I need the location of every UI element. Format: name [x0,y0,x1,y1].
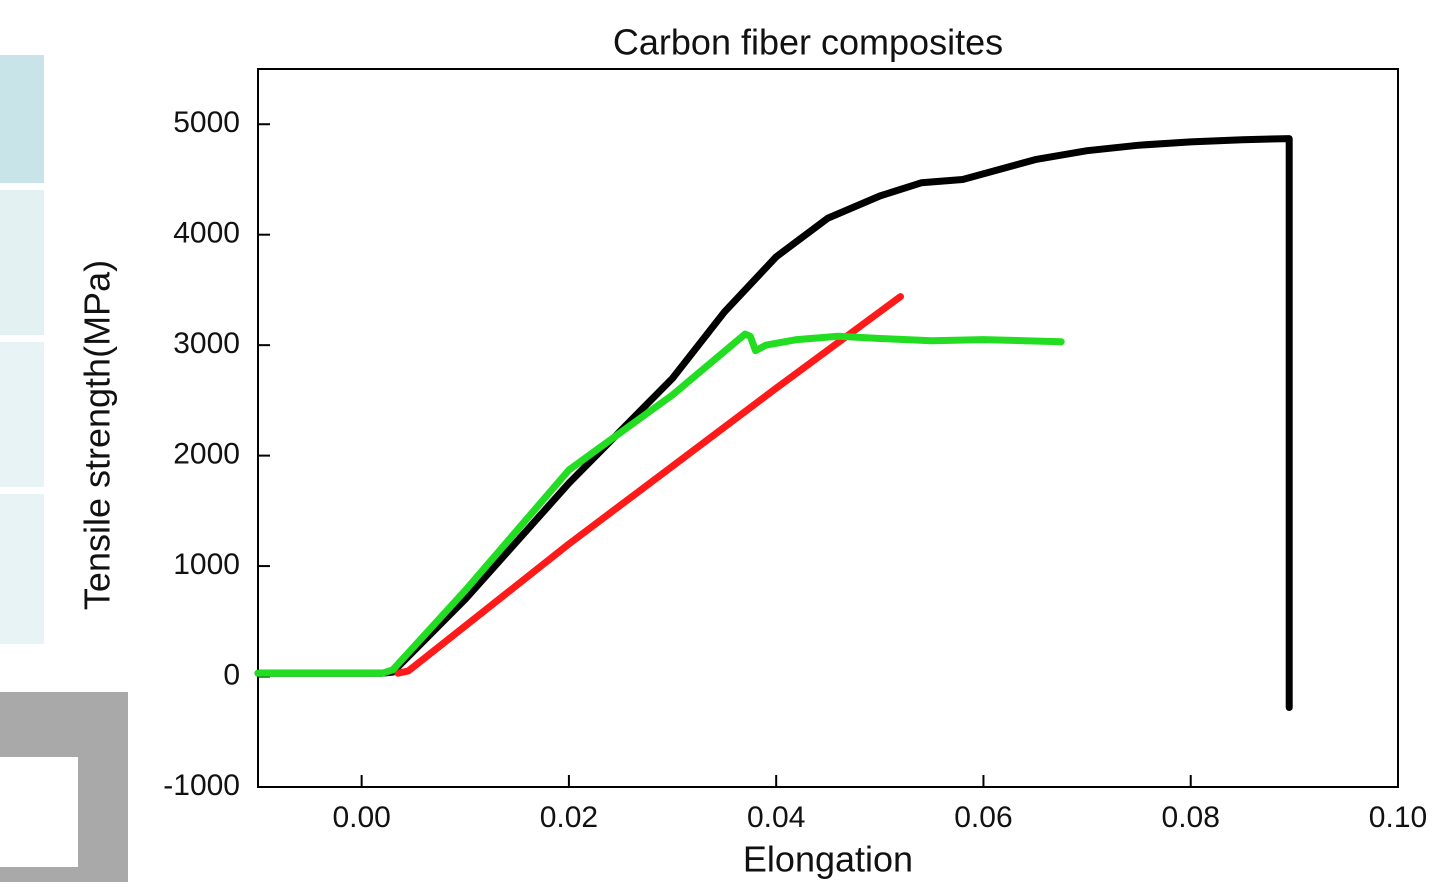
y-tick-label: 0 [223,658,240,691]
data-line [394,293,904,677]
x-tick-label: 0.06 [954,801,1012,834]
y-axis-label: Tensile strength(MPa) [77,260,118,610]
y-tick-label: 1000 [173,548,240,581]
x-axis-label: Elongation [743,839,913,880]
side-panel [0,55,44,183]
side-panel [0,342,44,487]
y-tick-label: 4000 [173,217,240,250]
data-line [254,330,1065,677]
side-panel [0,190,44,335]
y-tick-label: -1000 [163,769,240,802]
y-tick-label: 5000 [173,106,240,139]
y-tick-label: 2000 [173,438,240,471]
x-tick-label: 0.08 [1162,801,1220,834]
plot-frame [257,68,1399,788]
side-image-box [0,757,78,867]
data-line [254,135,1293,711]
y-tick-label: 3000 [173,327,240,360]
x-tick-label: 0.10 [1369,801,1427,834]
side-panel [0,494,44,644]
x-tick-label: 0.04 [747,801,805,834]
x-tick-label: 0.00 [332,801,390,834]
x-tick-label: 0.02 [540,801,598,834]
chart-title: Carbon fiber composites [613,22,1003,63]
